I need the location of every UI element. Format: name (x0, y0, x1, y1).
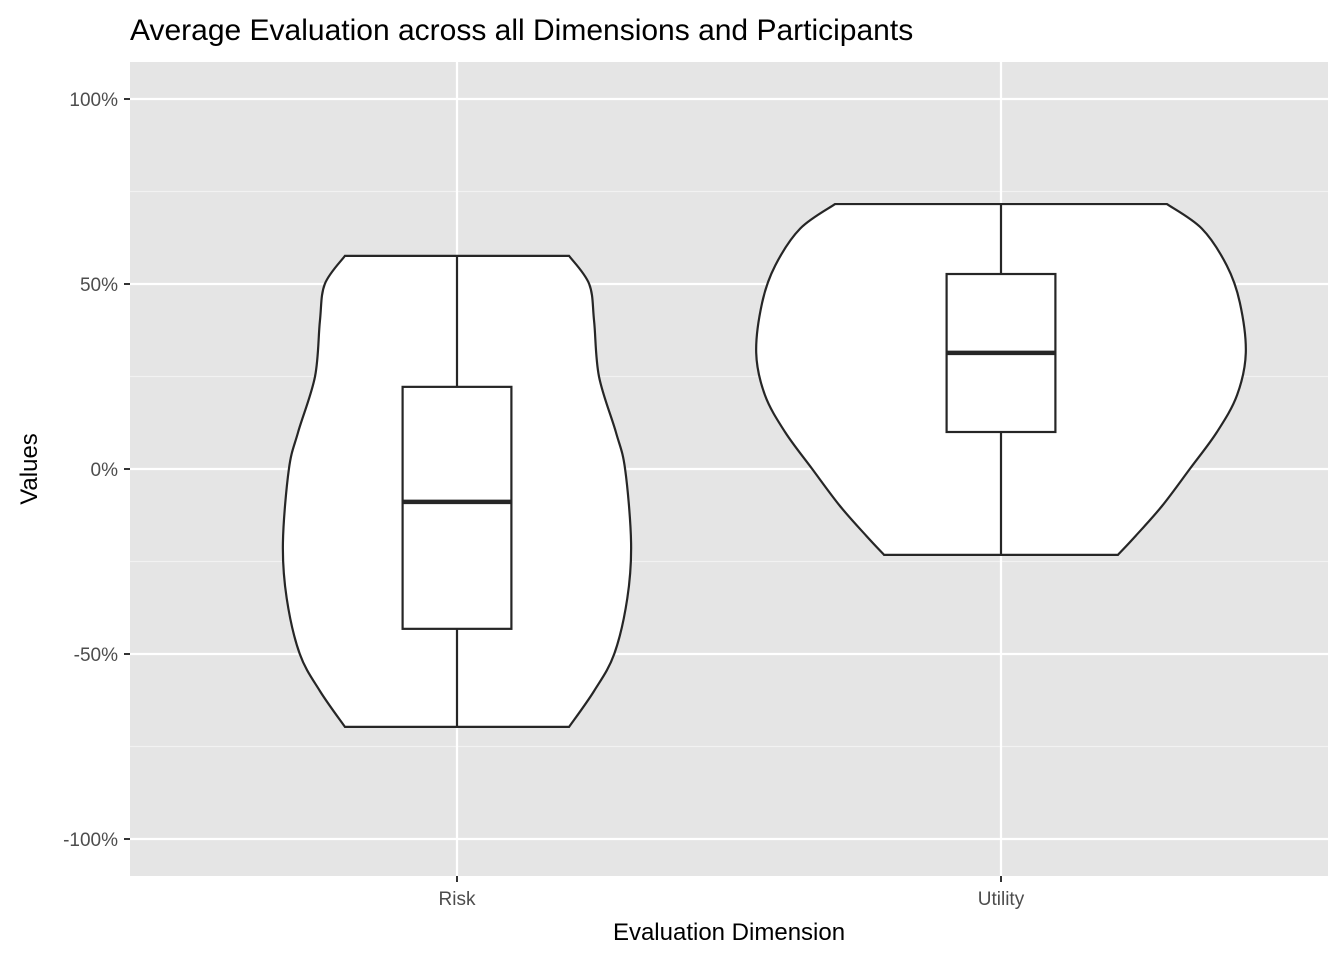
y-axis-label: Values (16, 433, 43, 505)
y-tick-label: 50% (80, 275, 118, 296)
y-tick-label: -100% (63, 830, 118, 851)
x-tick-label: Utility (978, 889, 1025, 910)
y-tick-label: 0% (91, 460, 119, 481)
y-tick-label: 100% (69, 90, 118, 111)
y-tick-label: -50% (74, 645, 118, 666)
box-risk (401, 385, 513, 630)
x-axis-label: Evaluation Dimension (613, 919, 845, 946)
x-tick-label: Risk (439, 889, 476, 910)
chart-title: Average Evaluation across all Dimensions… (130, 14, 913, 47)
